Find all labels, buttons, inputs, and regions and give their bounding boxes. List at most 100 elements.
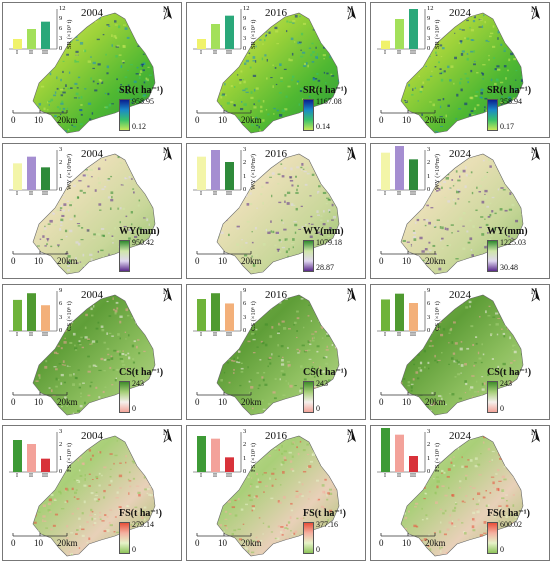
region-map: [193, 432, 340, 557]
legend-min-value: 0: [316, 545, 320, 554]
north-arrow-icon: N: [163, 6, 172, 20]
y-tick-label: 0: [243, 327, 247, 334]
legend-min-value: 0: [132, 545, 136, 554]
year-label: 2016: [265, 148, 287, 160]
bar-category-label: I: [200, 473, 202, 479]
legend-color-ramp: [487, 522, 498, 554]
study-region: [400, 435, 524, 557]
bar-iii: [409, 159, 418, 190]
legend-color-ramp: [303, 240, 314, 272]
bar-category-label: III: [42, 473, 48, 479]
north-arrow-icon: N: [531, 288, 540, 302]
bar-i: [381, 40, 390, 49]
bar-iii: [409, 456, 418, 472]
year-label: 2024: [449, 148, 471, 160]
map-panel-sr-2024: I II III 0 3 6 9 12 SR (×10³ t) 2024 N SR(t ha⁻¹) 35…: [370, 2, 550, 138]
y-tick-label: 6: [243, 300, 247, 308]
y-tick-label: 3: [59, 313, 63, 321]
legend-max-value: 600.02: [500, 520, 522, 529]
y-axis-label: WY (×10⁸m³): [250, 154, 257, 190]
legend-title: WY(mm): [487, 226, 528, 237]
legend-min-value: 0: [132, 404, 136, 413]
y-tick-label: 0: [243, 186, 247, 193]
map-panel-wy-2024: I II III 0 1 2 3 WY (×10⁸m³) 2024 N WY(mm) 1225.03 3…: [370, 143, 550, 279]
legend-color-ramp: [303, 381, 314, 413]
y-axis-label: WY (×10⁸m³): [434, 154, 441, 190]
map-panel-cs-2016: I II III 0 3 6 9 CS (×10⁶ t) 2016 N CS(t ha⁻¹) 243 0…: [186, 284, 366, 420]
y-tick-label: 0: [427, 45, 431, 52]
bar-category-label: III: [226, 473, 232, 479]
y-tick-label: 2: [427, 159, 431, 167]
north-arrow-icon: N: [163, 429, 172, 443]
bar-category-label: II: [213, 50, 217, 56]
legend-min-value: 0.14: [316, 122, 330, 131]
y-tick-label: 12: [243, 5, 250, 12]
year-label: 2024: [449, 289, 471, 301]
region-map: [377, 146, 524, 275]
y-tick-label: 9: [243, 15, 247, 22]
y-tick-label: 2: [243, 441, 247, 449]
y-tick-label: 9: [59, 287, 63, 294]
scale-bar: [196, 251, 252, 255]
legend-min-value: 28.87: [316, 263, 334, 272]
legend-title: SR(t ha⁻¹): [303, 85, 348, 96]
y-tick-label: 12: [59, 5, 66, 12]
y-tick-label: 3: [59, 146, 63, 153]
y-tick-label: 6: [427, 300, 431, 308]
legend-color-ramp: [119, 99, 130, 131]
scale-bar-label: 10: [402, 256, 411, 266]
year-label: 2024: [449, 7, 471, 19]
bar-category-label: I: [384, 332, 386, 338]
scale-bar-label: 10: [34, 538, 43, 548]
scale-bar: [196, 110, 252, 114]
y-tick-label: 3: [427, 428, 431, 435]
y-tick-label: 0: [427, 186, 431, 193]
bar-i: [197, 299, 206, 331]
bar-category-label: III: [410, 50, 416, 56]
scale-bar-label: 10: [34, 256, 43, 266]
scale-bar-label: 10: [402, 115, 411, 125]
scale-bar-label: 20km: [57, 397, 78, 407]
y-tick-label: 6: [59, 300, 63, 308]
y-tick-label: 3: [243, 428, 247, 435]
year-label: 2016: [265, 7, 287, 19]
scale-bar-label: 0: [11, 538, 16, 548]
bar-category-label: III: [410, 473, 416, 479]
bar-category-label: I: [384, 50, 386, 56]
y-tick-label: 1: [427, 454, 431, 462]
region-map: [193, 150, 340, 275]
map-panel-wy-2004: I II III 0 1 2 3 WY (×10⁸m³) 2004 N WY(mm) 950.42 0 1…: [2, 143, 182, 279]
bar-ii: [395, 146, 404, 190]
legend-color-ramp: [487, 240, 498, 272]
y-tick-label: 0: [59, 468, 63, 475]
scale-bar-label: 0: [11, 256, 16, 266]
study-region: [216, 153, 340, 275]
bar-i: [381, 152, 390, 190]
legend-color-ramp: [303, 99, 314, 131]
year-label: 2016: [265, 289, 287, 301]
bar-ii: [395, 293, 404, 331]
scale-bar-label: 20km: [57, 115, 78, 125]
scale-bar-label: 10: [34, 115, 43, 125]
north-arrow-icon: N: [531, 429, 540, 443]
bar-i: [13, 440, 22, 472]
y-tick-label: 3: [243, 35, 247, 42]
legend-title: SR(t ha⁻¹): [119, 85, 164, 96]
scale-bar-label: 0: [195, 256, 200, 266]
legend-title: WY(mm): [119, 226, 160, 237]
legend-max-value: 243: [500, 379, 512, 388]
bar-i: [197, 436, 206, 472]
study-region: [32, 153, 156, 275]
bar-category-label: III: [226, 191, 232, 197]
bar-category-label: III: [226, 332, 232, 338]
legend-max-value: 243: [316, 379, 328, 388]
y-tick-label: 3: [427, 313, 431, 321]
legend-max-value: 958.95: [132, 97, 154, 106]
y-tick-label: 0: [427, 327, 431, 334]
bar-i: [381, 428, 390, 472]
legend-title: CS(t ha⁻¹): [119, 367, 164, 378]
scale-bar: [196, 392, 252, 396]
scale-bar-label: 10: [218, 538, 227, 548]
scale-bar: [380, 110, 436, 114]
scale-bar-label: 0: [379, 538, 384, 548]
